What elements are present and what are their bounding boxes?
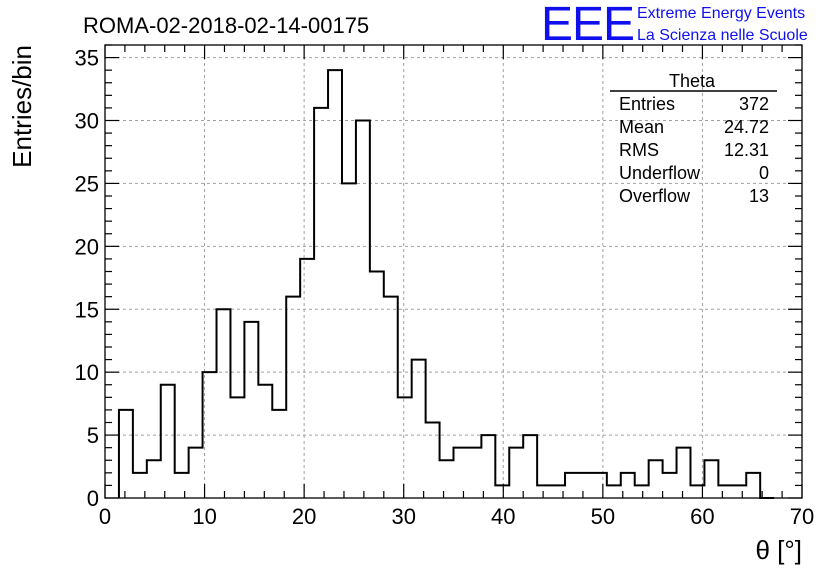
histogram-bin [189,448,203,498]
histogram-bin [495,485,509,498]
histogram-bin [454,448,468,498]
histogram-bin [398,397,412,498]
grid [105,45,802,498]
histogram-bin [537,485,551,498]
stats-title: Theta [669,71,716,91]
stats-row-label: Underflow [619,163,701,183]
stats-box: Theta Entries 372 Mean 24.72 RMS 12.31 Underfl… [610,71,777,206]
stats-row-value: 0 [759,163,769,183]
histogram-bin [286,297,300,498]
histogram-bin [607,485,621,498]
stats-row-label: RMS [619,140,659,160]
histogram-bin [579,473,593,498]
stats-row-label: Entries [619,94,675,114]
stats-row-label: Overflow [619,186,691,206]
histogram-bin [147,460,161,498]
tick-labels: 0 10 20 30 40 50 60 70 0 5 10 15 20 25 30 35 [75,46,815,529]
x-tick-label: 70 [790,504,814,529]
histogram-bin [718,485,732,498]
y-tick-label: 30 [75,109,99,134]
histogram-bin [370,272,384,499]
y-tick-label: 20 [75,234,99,259]
histogram-series [117,69,775,499]
plot-frame [104,44,803,499]
histogram-bin [649,460,663,498]
histogram-bin [746,473,760,498]
x-axis-label: θ [°] [755,535,802,565]
y-tick-label: 0 [87,486,99,511]
histogram-bin [175,473,189,498]
stats-row-value: 372 [739,94,769,114]
x-tick-label: 50 [591,504,615,529]
histogram-bin [426,423,440,499]
y-tick-label: 5 [87,423,99,448]
histogram-bin [384,297,398,498]
stats-row-value: 13 [749,186,769,206]
histogram-bin [467,448,481,498]
x-tick-label: 20 [292,504,316,529]
run-title: ROMA-02-2018-02-14-00175 [83,13,369,38]
stats-row-label: Mean [619,117,664,137]
eee-logo: EEE Extreme Energy Events La Scienza nel… [541,0,808,51]
histogram-bin [440,460,454,498]
histogram-bin [230,397,244,498]
histogram-bin [523,435,537,498]
histogram-bin [342,183,356,498]
histogram-bin [663,473,677,498]
histogram-bin [732,485,746,498]
histogram-bin [481,435,495,498]
histogram-bin [565,473,579,498]
logo-text: EEE [541,0,634,51]
y-tick-label: 10 [75,360,99,385]
histogram-bin [300,259,314,498]
histogram-bin [677,448,691,498]
stats-row-value: 12.31 [724,140,769,160]
y-axis-label: Entries/bin [7,45,37,168]
axis-ticks [104,44,803,499]
histogram-bin [635,485,649,498]
histogram-bin [328,70,342,498]
histogram-bin [217,309,231,498]
x-tick-label: 60 [690,504,714,529]
histogram-bin [509,448,523,498]
histogram-bin [244,322,258,498]
stats-row-value: 24.72 [724,117,769,137]
x-tick-label: 30 [391,504,415,529]
histogram-bin [704,460,718,498]
histogram-bin [119,410,133,498]
logo-line-2: La Scienza nelle Scuole [637,27,808,44]
histogram-bin [161,385,175,498]
histogram-bin [272,410,286,498]
y-tick-label: 15 [75,297,99,322]
histogram-bin [258,385,272,498]
y-tick-label: 35 [75,46,99,71]
x-tick-label: 10 [192,504,216,529]
histogram-bin [593,473,607,498]
x-tick-label: 40 [491,504,515,529]
histogram-bin [314,108,328,498]
y-tick-label: 25 [75,171,99,196]
logo-line-1: Extreme Energy Events [637,5,805,22]
histogram-bin [412,360,426,498]
x-tick-label: 0 [99,504,111,529]
